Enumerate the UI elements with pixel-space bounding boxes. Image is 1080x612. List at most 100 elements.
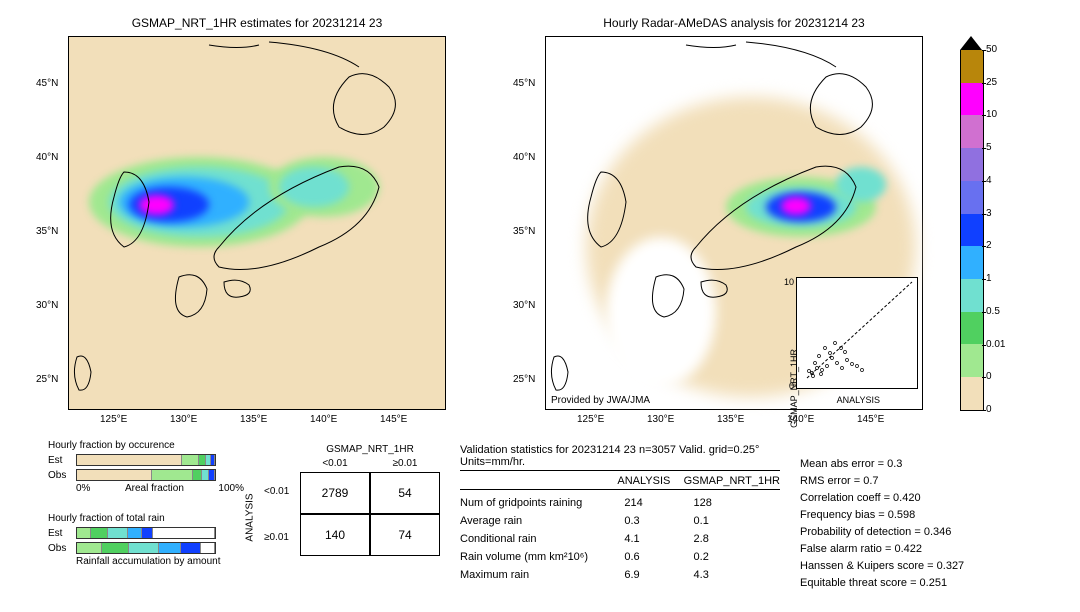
metric-line: False alarm ratio = 0.422 <box>800 543 964 560</box>
hbar-seg <box>77 455 182 465</box>
stats-gsmap-val: 128 <box>694 497 780 509</box>
stats-analysis-val: 0.3 <box>624 515 693 527</box>
right-map-panel: Provided by JWA/JMA GSMAP_NRT_1HR ANALYS… <box>545 36 923 410</box>
hbar-seg <box>77 470 152 480</box>
colorbar-segment <box>960 148 984 181</box>
lat-tick: 35°N <box>513 226 535 237</box>
right-map-title: Hourly Radar-AMeDAS analysis for 2023121… <box>545 16 923 30</box>
stats-table: Validation statistics for 20231214 23 n=… <box>460 444 780 584</box>
colorbar-arrow-icon <box>960 36 982 50</box>
stats-gsmap-val: 2.8 <box>694 533 780 545</box>
lat-tick: 40°N <box>36 152 58 163</box>
lat-tick: 25°N <box>513 374 535 385</box>
occurrence-obs-bar <box>76 469 216 481</box>
colorbar-tick: 3 <box>986 208 992 219</box>
ct-cell-11: 74 <box>370 514 440 556</box>
coverage-region <box>606 237 716 387</box>
colorbar-segment <box>960 214 984 247</box>
scatter-svg <box>797 278 917 388</box>
stats-gsmap-val: 0.1 <box>694 515 780 527</box>
colorbar-segment <box>960 312 984 345</box>
colorbar-segment <box>960 344 984 377</box>
ct-top-header: GSMAP_NRT_1HR <box>300 444 440 455</box>
metric-line: Mean abs error = 0.3 <box>800 458 964 475</box>
occurrence-bars: Hourly fraction by occurence Est Obs 0% … <box>48 440 244 494</box>
colorbar-tick: 4 <box>986 175 992 186</box>
colorbar-tick: 0 <box>986 404 992 415</box>
precip-region <box>836 167 886 202</box>
colorbar-tick: 1 <box>986 273 992 284</box>
lon-tick: 130°E <box>647 414 674 425</box>
stats-gsmap-val: 4.3 <box>694 569 780 581</box>
lat-tick: 45°N <box>513 78 535 89</box>
colorbar-segment <box>960 246 984 279</box>
hbar-seg <box>153 528 215 538</box>
metric-line: Equitable threat score = 0.251 <box>800 577 964 594</box>
total-est-bar <box>76 527 216 539</box>
colorbar: 502510543210.50.0100 <box>960 36 984 411</box>
hbar-seg <box>199 455 207 465</box>
lat-tick: 25°N <box>36 374 58 385</box>
ct-col1: ≥0.01 <box>375 458 435 469</box>
total-obs-bar <box>76 542 216 554</box>
row-label-est: Est <box>48 528 76 539</box>
total-rain-footer: Rainfall accumulation by amount <box>48 556 221 567</box>
stats-h0 <box>460 475 617 487</box>
stats-row: Rain volume (mm km²10⁶) 0.6 0.2 <box>460 548 780 566</box>
row-label-obs: Obs <box>48 470 76 481</box>
occurrence-title: Hourly fraction by occurence <box>48 440 244 451</box>
stats-analysis-val: 214 <box>624 497 693 509</box>
colorbar-segment <box>960 377 984 411</box>
ct-cell-01: 54 <box>370 472 440 514</box>
colorbar-segment <box>960 279 984 312</box>
hbar-seg <box>91 528 108 538</box>
metric-line: Correlation coeff = 0.420 <box>800 492 964 509</box>
colorbar-segment <box>960 83 984 116</box>
hbar-seg <box>142 528 154 538</box>
precip-region <box>139 195 174 215</box>
lon-tick: 140°E <box>310 414 337 425</box>
row-label-obs: Obs <box>48 543 76 554</box>
inset-ymax: 10 <box>784 277 794 287</box>
hbar-seg <box>201 543 215 553</box>
lon-tick: 135°E <box>717 414 744 425</box>
ct-row1: ≥0.01 <box>264 532 289 543</box>
lon-tick: 130°E <box>170 414 197 425</box>
hbar-seg <box>159 543 181 553</box>
ct-row0: <0.01 <box>264 486 289 497</box>
hbar-seg <box>152 470 193 480</box>
hbar-seg <box>193 470 202 480</box>
colorbar-segment <box>960 181 984 214</box>
stats-label: Maximum rain <box>460 569 624 581</box>
scatter-inset <box>796 277 918 389</box>
lon-tick: 135°E <box>240 414 267 425</box>
stats-row: Maximum rain 6.9 4.3 <box>460 566 780 584</box>
hbar-seg <box>102 543 129 553</box>
colorbar-tick: 0 <box>986 371 992 382</box>
ct-col0: <0.01 <box>305 458 365 469</box>
hbar-seg <box>182 455 199 465</box>
frac-xmin: 0% <box>76 483 90 494</box>
lon-tick: 145°E <box>380 414 407 425</box>
left-map-title: GSMAP_NRT_1HR estimates for 20231214 23 <box>68 16 446 30</box>
metric-line: RMS error = 0.7 <box>800 475 964 492</box>
hbar-seg <box>128 528 142 538</box>
colorbar-tick: 5 <box>986 142 992 153</box>
total-rain-title: Hourly fraction of total rain <box>48 513 221 524</box>
hbar-seg <box>209 470 215 480</box>
ct-cell-10: 140 <box>300 514 370 556</box>
hbar-seg <box>108 528 127 538</box>
hbar-seg <box>211 455 215 465</box>
stats-row: Num of gridpoints raining 214 128 <box>460 494 780 512</box>
precip-region <box>279 167 349 207</box>
metric-line: Hanssen & Kuipers score = 0.327 <box>800 560 964 577</box>
inset-xlabel: ANALYSIS <box>837 395 880 405</box>
lat-tick: 45°N <box>36 78 58 89</box>
row-label-est: Est <box>48 455 76 466</box>
hbar-seg <box>77 528 91 538</box>
colorbar-tick: 0.5 <box>986 306 1000 317</box>
stats-analysis-val: 4.1 <box>624 533 693 545</box>
stats-row: Conditional rain 4.1 2.8 <box>460 530 780 548</box>
left-map-panel <box>68 36 446 410</box>
colorbar-segment <box>960 50 984 83</box>
